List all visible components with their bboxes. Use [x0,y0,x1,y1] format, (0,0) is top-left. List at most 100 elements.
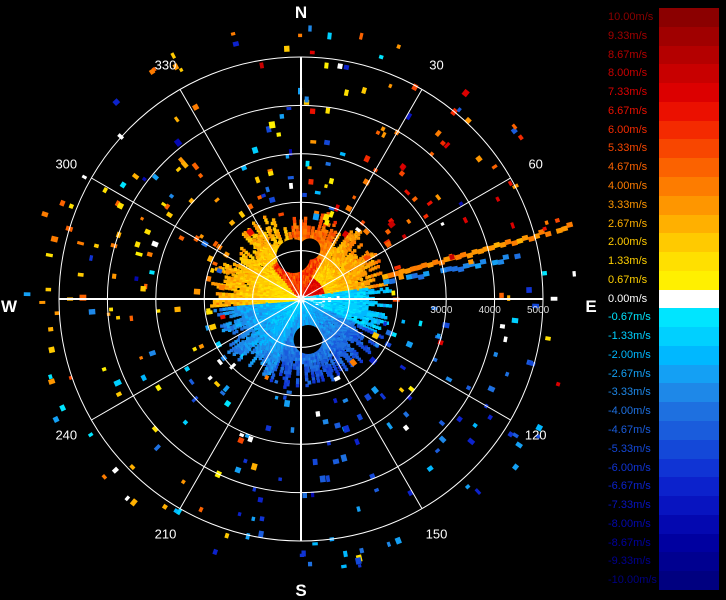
echo-gate [369,314,373,319]
echo-gate [333,270,337,274]
echo-gate [351,298,355,302]
echo-gate [284,232,289,237]
echo-gate [236,305,240,310]
echo-gate [276,244,280,249]
echo-gate [342,320,346,325]
echo-gate [233,302,237,306]
echo-gate [285,235,289,239]
echo-gate [303,219,308,223]
echo-gate [348,248,352,252]
echo-gate [243,234,248,239]
echo-gate [382,303,387,308]
echo-gate [272,364,277,368]
echo-gate [284,379,288,384]
echo-gate [269,339,273,343]
echo-gate [312,272,316,276]
echo-gate [263,369,267,374]
echo-gate [359,359,363,364]
echo-gate [246,252,251,256]
echo-gate [359,341,364,346]
echo-gate [369,330,374,334]
echo-gate [242,248,246,253]
echo-gate [356,324,361,328]
echo-gate [319,369,323,374]
echo-gate [327,354,331,358]
echo-gate [349,349,353,353]
echo-gate [215,292,220,296]
echo-gate [336,372,340,376]
echo-gate [215,301,220,305]
echo-gate [371,319,375,323]
echo-gate [262,299,266,303]
echo-gate [374,301,378,305]
echo-gate [372,324,376,328]
echo-gate [364,311,368,315]
echo-gate [327,367,331,371]
echo-gate [369,279,373,283]
echo-gate [266,307,270,311]
echo-gate [236,318,240,323]
echo-gate [227,292,231,297]
echo-gate [231,273,235,277]
echo-gate [253,292,258,296]
echo-gate [244,250,248,255]
echo-gate [335,349,339,354]
echo-gate [273,262,277,267]
echo-gate [260,279,264,283]
echo-gate [257,225,261,229]
echo-gate [357,298,361,302]
echo-gate [338,326,343,330]
echo-gate [257,234,262,239]
echo-gate [286,380,290,384]
echo-gate [371,300,375,305]
echo-gate [305,225,309,229]
echo-gate [249,336,253,340]
echo-gate [323,368,327,372]
echo-gate [373,320,378,324]
echo-gate [263,349,267,354]
echo-gate [246,267,250,272]
echo-gate [239,317,243,322]
echo-gate [241,232,246,236]
echo-gate [255,226,259,230]
echo-gate [325,230,329,234]
echo-gate [278,289,282,293]
echo-gate [355,355,359,359]
echo-gate [306,234,310,238]
echo-gate [256,331,260,335]
echo-gate [365,287,369,292]
echo-gate [361,273,365,277]
echo-gate [296,369,300,373]
echo-gate [342,254,346,258]
echo-gate [213,304,217,308]
echo-gate [315,364,320,369]
echo-gate [312,368,316,372]
echo-gate [364,345,368,349]
echo-gate [234,274,238,278]
echo-gate [359,257,363,261]
echo-gate [308,357,313,361]
echo-gate [347,232,352,237]
echo-gate [215,267,219,271]
echo-gate [332,223,336,227]
echo-gate [286,383,290,387]
echo-gate [350,242,355,247]
echo-gate [267,365,272,369]
echo-gate [251,256,255,260]
echo-gate [304,231,309,235]
echo-gate [215,299,220,303]
echo-gate [228,321,232,325]
echo-gate [234,340,238,344]
echo-gate [284,359,288,363]
echo-gate [365,298,370,303]
echo-gate [354,255,358,259]
echo-gate [361,286,366,290]
echo-gate [350,251,355,255]
echo-gate [293,331,297,335]
echo-gate [224,327,228,332]
echo-gate [292,363,297,367]
echo-gate [359,286,363,291]
echo-gate [286,359,290,363]
echo-gate [220,269,224,273]
echo-gate [326,370,330,374]
